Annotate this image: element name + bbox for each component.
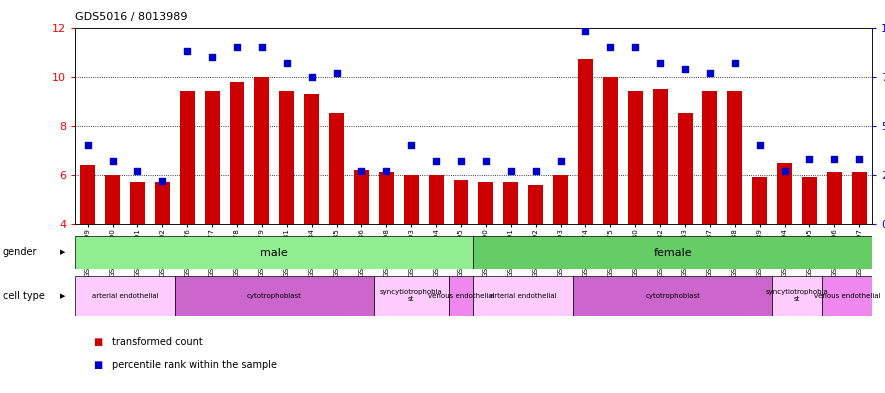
Point	[579, 28, 593, 35]
Text: transformed count: transformed count	[112, 337, 204, 347]
Text: syncytiotrophobla
st: syncytiotrophobla st	[380, 289, 442, 302]
Point	[155, 178, 169, 184]
Point	[803, 156, 817, 162]
Bar	[81, 165, 96, 224]
Text: arterial endothelial: arterial endothelial	[92, 293, 158, 299]
Point	[852, 156, 866, 162]
Text: venous endothelial: venous endothelial	[427, 293, 495, 299]
Bar	[473, 237, 872, 268]
Bar	[727, 92, 743, 224]
Point	[230, 44, 244, 50]
Point	[553, 158, 567, 164]
Text: female: female	[653, 248, 692, 257]
Point	[752, 142, 766, 149]
Bar	[130, 182, 145, 224]
Bar	[379, 173, 394, 224]
Point	[404, 142, 419, 149]
Point	[105, 158, 119, 164]
Bar	[752, 177, 767, 224]
Point	[479, 158, 493, 164]
Bar	[175, 276, 374, 316]
Point	[130, 168, 144, 174]
Text: GDS5016 / 8013989: GDS5016 / 8013989	[75, 12, 188, 22]
Point	[380, 168, 394, 174]
Bar	[473, 276, 573, 316]
Bar	[454, 180, 468, 224]
Point	[778, 168, 792, 174]
Bar	[772, 276, 822, 316]
Text: syncytiotrophobla
st: syncytiotrophobla st	[766, 289, 828, 302]
Bar	[280, 92, 294, 224]
Point	[504, 168, 518, 174]
Bar	[528, 185, 543, 224]
Bar	[304, 94, 319, 224]
Bar	[155, 182, 170, 224]
Bar	[229, 82, 244, 224]
Bar	[255, 77, 269, 224]
Bar	[479, 182, 494, 224]
Point	[429, 158, 443, 164]
Bar	[504, 182, 519, 224]
Point	[528, 168, 543, 174]
Bar	[553, 175, 568, 224]
Point	[678, 66, 692, 72]
Text: ■: ■	[93, 360, 102, 370]
Text: cytotrophoblast: cytotrophoblast	[645, 293, 700, 299]
Point	[304, 73, 319, 80]
Bar	[374, 276, 449, 316]
Bar	[204, 92, 219, 224]
Text: ■: ■	[93, 337, 102, 347]
Text: ▶: ▶	[60, 249, 65, 255]
Bar	[75, 237, 473, 268]
Point	[653, 60, 667, 66]
Bar	[75, 276, 175, 316]
Text: male: male	[260, 248, 289, 257]
Bar	[851, 173, 866, 224]
Bar	[703, 92, 718, 224]
Bar	[777, 163, 792, 224]
Point	[454, 158, 468, 164]
Point	[280, 60, 294, 66]
Bar	[573, 276, 772, 316]
Bar	[802, 177, 817, 224]
Text: gender: gender	[3, 247, 37, 257]
Point	[604, 44, 618, 50]
Bar	[354, 170, 369, 224]
Bar	[627, 92, 643, 224]
Bar	[404, 175, 419, 224]
Bar	[827, 173, 842, 224]
Bar	[603, 77, 618, 224]
Bar	[329, 114, 344, 224]
Bar	[678, 114, 693, 224]
Bar	[578, 59, 593, 224]
Point	[628, 44, 643, 50]
Point	[255, 44, 269, 50]
Bar	[105, 175, 120, 224]
Point	[354, 168, 368, 174]
Bar	[449, 276, 473, 316]
Point	[329, 70, 343, 76]
Bar	[180, 92, 195, 224]
Text: ▶: ▶	[60, 293, 65, 299]
Text: cell type: cell type	[3, 291, 44, 301]
Point	[181, 48, 195, 54]
Point	[827, 156, 842, 162]
Point	[727, 60, 742, 66]
Point	[81, 142, 95, 149]
Text: percentile rank within the sample: percentile rank within the sample	[112, 360, 277, 370]
Text: cytotrophoblast: cytotrophoblast	[247, 293, 302, 299]
Text: venous endothelial: venous endothelial	[813, 293, 881, 299]
Text: arterial endothelial: arterial endothelial	[490, 293, 557, 299]
Point	[205, 54, 219, 60]
Bar	[822, 276, 872, 316]
Bar	[653, 89, 667, 224]
Bar	[428, 175, 443, 224]
Point	[703, 70, 717, 76]
